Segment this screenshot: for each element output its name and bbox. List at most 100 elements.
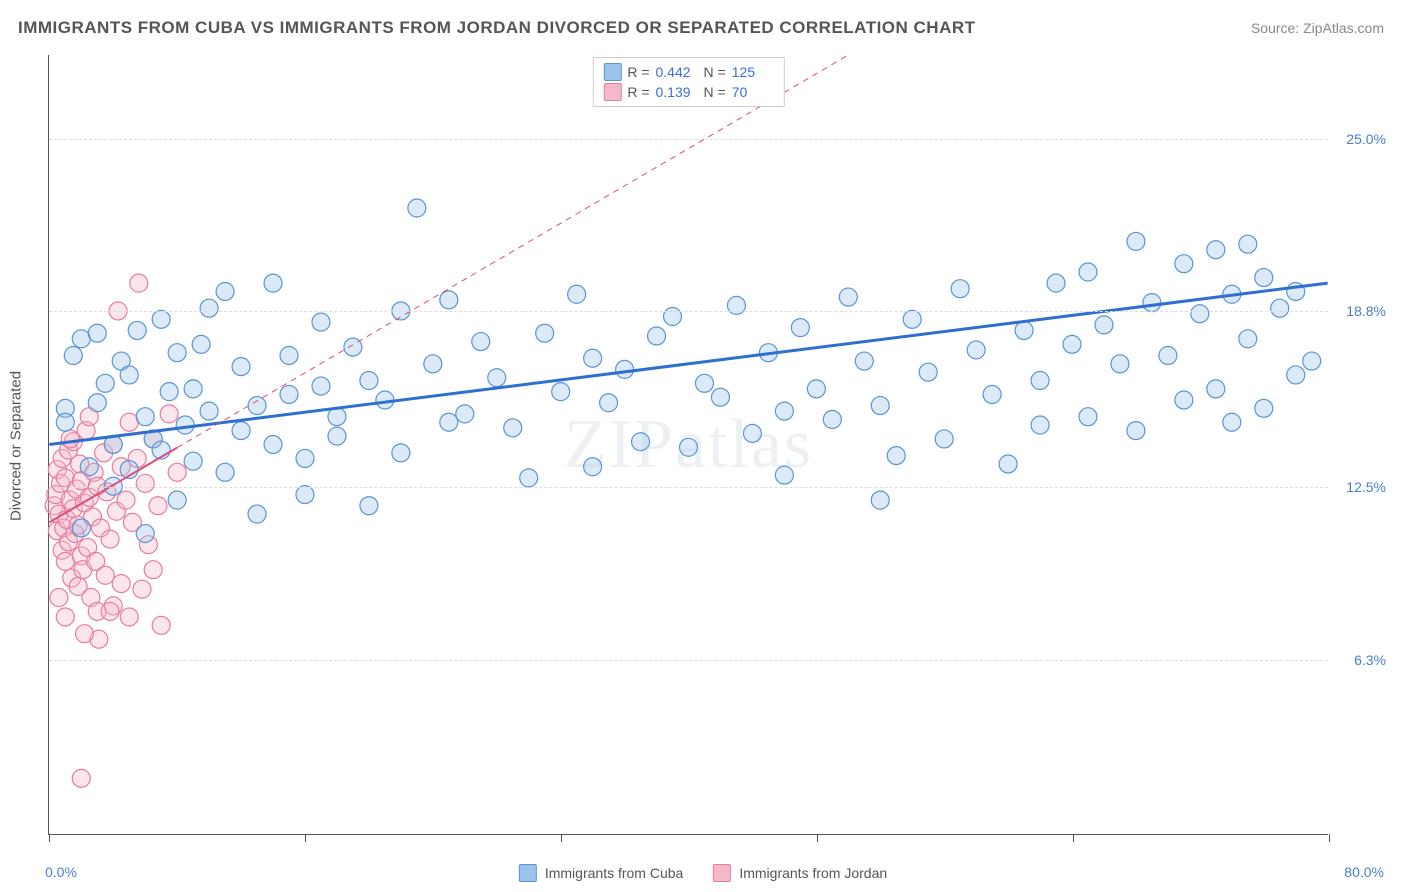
- data-point: [264, 436, 282, 454]
- data-point: [101, 602, 119, 620]
- x-axis-min-label: 0.0%: [45, 864, 77, 880]
- stats-row-cuba: R = 0.442 N = 125: [603, 62, 773, 82]
- data-point: [839, 288, 857, 306]
- data-point: [408, 199, 426, 217]
- data-point: [312, 313, 330, 331]
- data-point: [136, 474, 154, 492]
- data-point: [600, 394, 618, 412]
- x-tick: [49, 834, 50, 842]
- data-point: [360, 372, 378, 390]
- data-point: [424, 355, 442, 373]
- x-tick: [561, 834, 562, 842]
- data-point: [72, 769, 90, 787]
- data-point: [144, 561, 162, 579]
- data-point: [80, 458, 98, 476]
- data-point: [584, 349, 602, 367]
- data-point: [88, 394, 106, 412]
- data-point: [584, 458, 602, 476]
- r-value-jordan: 0.139: [656, 84, 698, 100]
- data-point: [1127, 232, 1145, 250]
- data-point: [1111, 355, 1129, 373]
- data-point: [64, 346, 82, 364]
- data-point: [56, 413, 74, 431]
- n-label: N =: [704, 64, 726, 80]
- data-point: [903, 310, 921, 328]
- data-point: [520, 469, 538, 487]
- data-point: [983, 385, 1001, 403]
- data-point: [807, 380, 825, 398]
- data-point: [200, 402, 218, 420]
- data-point: [1079, 408, 1097, 426]
- data-point: [504, 419, 522, 437]
- data-point: [871, 397, 889, 415]
- data-point: [1175, 391, 1193, 409]
- data-point: [152, 310, 170, 328]
- data-point: [632, 433, 650, 451]
- data-point: [56, 552, 74, 570]
- data-point: [112, 575, 130, 593]
- data-point: [951, 280, 969, 298]
- data-point: [1127, 422, 1145, 440]
- data-point: [1143, 294, 1161, 312]
- data-point: [1079, 263, 1097, 281]
- data-point: [568, 285, 586, 303]
- data-point: [775, 466, 793, 484]
- data-point: [168, 463, 186, 481]
- scatter-plot-svg: [49, 55, 1328, 834]
- data-point: [1175, 255, 1193, 273]
- n-label: N =: [704, 84, 726, 100]
- data-point: [184, 452, 202, 470]
- data-point: [61, 430, 79, 448]
- data-point: [648, 327, 666, 345]
- legend-label-cuba: Immigrants from Cuba: [545, 865, 683, 881]
- stats-row-jordan: R = 0.139 N = 70: [603, 82, 773, 102]
- data-point: [552, 383, 570, 401]
- data-point: [1239, 330, 1257, 348]
- data-point: [887, 447, 905, 465]
- data-point: [1031, 372, 1049, 390]
- data-point: [117, 491, 135, 509]
- data-point: [136, 525, 154, 543]
- data-point: [1015, 321, 1033, 339]
- data-point: [120, 608, 138, 626]
- data-point: [1287, 366, 1305, 384]
- data-point: [75, 625, 93, 643]
- data-point: [472, 333, 490, 351]
- data-point: [264, 274, 282, 292]
- data-point: [168, 491, 186, 509]
- trend-line-extrapolated: [177, 55, 848, 448]
- data-point: [168, 344, 186, 362]
- data-point: [128, 321, 146, 339]
- data-point: [1271, 299, 1289, 317]
- data-point: [136, 408, 154, 426]
- x-tick: [1329, 834, 1330, 842]
- data-point: [280, 385, 298, 403]
- chart-plot-area: ZIPatlas R = 0.442 N = 125 R = 0.139 N =…: [48, 55, 1328, 835]
- data-point: [1095, 316, 1113, 334]
- data-point: [1255, 399, 1273, 417]
- data-point: [232, 358, 250, 376]
- data-point: [160, 405, 178, 423]
- data-point: [232, 422, 250, 440]
- data-point: [1303, 352, 1321, 370]
- r-label: R =: [627, 84, 649, 100]
- data-point: [192, 335, 210, 353]
- data-point: [1191, 305, 1209, 323]
- data-point: [1207, 380, 1225, 398]
- data-point: [1047, 274, 1065, 292]
- swatch-jordan-icon: [603, 83, 621, 101]
- data-point: [392, 444, 410, 462]
- data-point: [935, 430, 953, 448]
- data-point: [616, 360, 634, 378]
- data-point: [1207, 241, 1225, 259]
- data-point: [1031, 416, 1049, 434]
- data-point: [296, 486, 314, 504]
- data-point: [823, 410, 841, 428]
- data-point: [440, 291, 458, 309]
- data-point: [56, 608, 74, 626]
- data-point: [280, 346, 298, 364]
- data-point: [360, 497, 378, 515]
- data-point: [312, 377, 330, 395]
- data-point: [101, 530, 119, 548]
- y-tick-label: 12.5%: [1334, 479, 1386, 495]
